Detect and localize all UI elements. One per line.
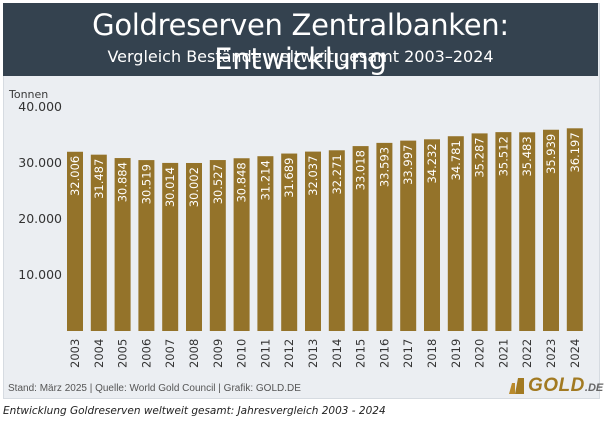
x-tick-label: 2020 <box>473 339 487 368</box>
bar-2019 <box>447 136 464 331</box>
logo-suffix: .DE <box>584 382 604 394</box>
x-tick-label: 2011 <box>258 339 272 368</box>
bar-value-label: 33.593 <box>377 147 391 187</box>
y-tick-label: 10.000 <box>18 267 62 282</box>
y-tick-label: 20.000 <box>18 211 62 226</box>
bar-value-label: 32.037 <box>306 156 320 196</box>
x-tick-label: 2015 <box>354 339 368 368</box>
x-tick-label: 2007 <box>163 339 177 368</box>
bar-2023 <box>543 129 559 331</box>
y-axis-unit: Tonnen <box>9 88 49 101</box>
x-tick-label: 2018 <box>425 339 439 368</box>
bar-value-label: 35.512 <box>496 136 510 176</box>
x-tick-label: 2016 <box>377 339 391 368</box>
bar-2015 <box>352 146 369 331</box>
x-tick-label: 2013 <box>306 339 320 368</box>
bar-value-label: 35.483 <box>520 136 534 176</box>
x-tick-label: 2023 <box>544 339 558 368</box>
bar-chart: 32.006 2003 31.487 2004 30.884 2005 30.519 2006… <box>67 128 583 368</box>
x-tick-label: 2008 <box>187 339 201 368</box>
bar-value-label: 31.689 <box>282 158 296 198</box>
gold-bars-icon <box>509 378 524 394</box>
bar-value-label: 32.006 <box>68 156 82 196</box>
bar-value-label: 32.271 <box>330 154 344 194</box>
x-tick-label: 2006 <box>139 339 153 368</box>
bar-2005 <box>114 158 131 331</box>
bar-value-label: 30.014 <box>163 167 177 207</box>
chart-title: Goldreserven Zentralbanken: Entwicklung <box>92 8 509 76</box>
x-tick-label: 2019 <box>449 339 463 368</box>
bar-value-label: 33.018 <box>354 150 368 190</box>
bar-2004 <box>90 154 107 331</box>
x-tick-label: 2009 <box>211 339 225 368</box>
bar-value-label: 35.287 <box>473 137 487 177</box>
bar-value-label: 30.519 <box>139 164 153 204</box>
chart-header: Goldreserven Zentralbanken: Entwicklung … <box>3 3 598 76</box>
bar-2010 <box>233 158 250 331</box>
gold-de-logo: GOLD.DE <box>508 373 603 397</box>
bar-value-label: 30.002 <box>187 167 201 207</box>
bar-value-label: 36.197 <box>568 132 582 172</box>
x-tick-label: 2004 <box>92 339 106 368</box>
bar-2009 <box>209 160 226 331</box>
bar-2014 <box>328 150 345 331</box>
x-tick-label: 2021 <box>496 339 510 368</box>
bar-2021 <box>495 132 512 331</box>
x-tick-label: 2012 <box>282 339 296 368</box>
bar-value-label: 34.232 <box>425 143 439 183</box>
y-tick-label: 30.000 <box>18 155 62 170</box>
x-tick-label: 2005 <box>116 339 130 368</box>
bar-2022 <box>519 132 536 331</box>
bar-2024 <box>566 128 583 331</box>
bar-value-label: 31.487 <box>92 159 106 199</box>
bar-2013 <box>305 151 321 331</box>
logo-text: GOLD <box>528 375 585 396</box>
bar-2008 <box>186 162 202 331</box>
bar-2011 <box>257 156 274 331</box>
figure-caption: Entwicklung Goldreserven weltweit gesamt… <box>3 405 386 417</box>
bar-value-label: 30.527 <box>211 164 225 204</box>
bar-2003 <box>67 151 83 331</box>
x-tick-label: 2003 <box>68 339 82 368</box>
bar-2016 <box>376 142 393 331</box>
bar-value-label: 30.848 <box>235 162 249 202</box>
x-tick-label: 2010 <box>235 339 249 368</box>
chart-subtitle: Vergleich Bestände weltweit gesamt 2003–… <box>107 47 494 66</box>
bar-2020 <box>471 133 488 331</box>
bar-2007 <box>162 162 179 331</box>
bar-value-label: 30.884 <box>116 162 130 202</box>
bar-value-label: 34.781 <box>449 140 463 180</box>
y-tick-label: 40.000 <box>18 99 62 114</box>
bar-2018 <box>424 139 440 331</box>
bar-value-label: 35.939 <box>544 134 558 174</box>
source-note: Stand: März 2025 | Quelle: World Gold Co… <box>8 383 301 394</box>
bar-value-label: 33.997 <box>401 145 415 185</box>
bar-value-label: 31.214 <box>258 160 272 200</box>
bar-2012 <box>281 153 298 331</box>
bar-2017 <box>400 140 417 331</box>
x-tick-label: 2014 <box>330 339 344 368</box>
logo-wordmark: GOLD.DE <box>528 375 603 397</box>
bar-2006 <box>138 160 155 331</box>
x-tick-label: 2017 <box>401 339 415 368</box>
x-tick-label: 2022 <box>520 339 534 368</box>
x-tick-label: 2024 <box>568 339 582 368</box>
